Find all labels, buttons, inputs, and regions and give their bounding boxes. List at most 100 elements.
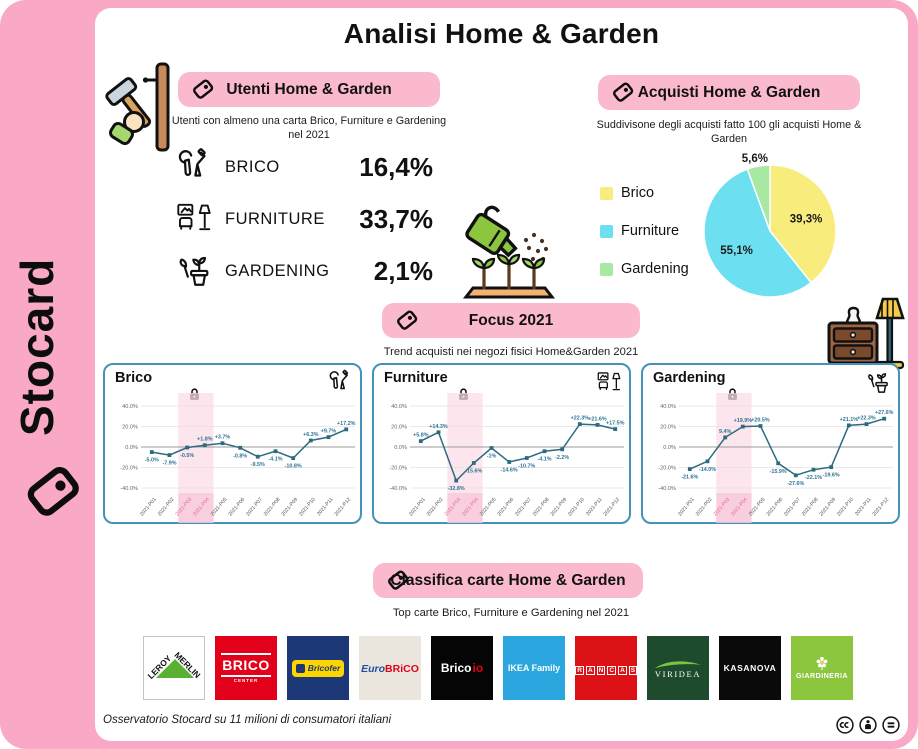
- utenti-badge-label: Utenti Home & Garden: [226, 80, 392, 98]
- brand-card-leroy-merlin: LEROY MERLIN: [143, 636, 205, 700]
- data-value-label: 9.4%: [719, 429, 731, 435]
- brand-card-grancasa: GRANCASA: [575, 636, 637, 700]
- data-value-label: -4.1%: [268, 457, 282, 463]
- data-value-label: +22.3%: [571, 416, 590, 422]
- x-tick-label: 2021-P01: [139, 497, 158, 518]
- utenti-subtitle: Utenti con almeno una carta Brico, Furni…: [171, 115, 447, 142]
- pie-slice-furniture: [703, 168, 813, 298]
- stocard-badge-icon: [394, 307, 420, 333]
- classifica-subtitle: Top carte Brico, Furniture e Gardening n…: [392, 607, 630, 619]
- y-tick-label: -20.0%: [658, 466, 676, 472]
- pie-value-label: 55,1%: [720, 245, 753, 257]
- chart-card-furniture: Furniture 40.0% 20.0% 0.0% -20.0% -40.0% +5.8%…: [372, 363, 631, 524]
- legend-item-brico: Brico: [600, 180, 700, 206]
- x-tick-label: 2021-P11: [585, 497, 604, 518]
- focus-badge: Focus 2021: [382, 303, 640, 338]
- brand-label: Bricofer: [307, 662, 341, 673]
- chart-title: Furniture: [384, 370, 448, 386]
- page-title: Analisi Home & Garden: [343, 18, 660, 49]
- legend-swatch: [600, 262, 613, 276]
- brand-card-viridea: VIRIDEA: [647, 636, 709, 700]
- highlight-band: [447, 393, 483, 493]
- data-point: [846, 423, 851, 428]
- data-point: [202, 443, 207, 448]
- x-tick-label: 2021-P12: [871, 497, 890, 518]
- leroy-triangle: [156, 659, 194, 678]
- data-value-label: -27.6%: [787, 481, 804, 487]
- data-value-label: -15.9%: [770, 469, 787, 475]
- main-panel: Analisi Home & Garden Utenti Home & Gard…: [95, 8, 908, 741]
- data-value-label: +9.7%: [321, 429, 337, 435]
- viridea-swoosh: [654, 661, 702, 669]
- chart-title: Gardening: [653, 370, 726, 386]
- data-point: [507, 460, 512, 464]
- legend-label: Gardening: [621, 261, 689, 277]
- data-value-label: +27.6%: [875, 410, 894, 416]
- data-point: [560, 447, 565, 452]
- data-value-label: +21.1%: [840, 417, 859, 423]
- trend-line: [689, 417, 885, 477]
- y-tick-label: 0.0%: [125, 445, 138, 451]
- x-tick-label: 2021-P06: [496, 497, 515, 518]
- data-value-label: -32.8%: [448, 486, 465, 492]
- brand-label: Brico io: [440, 661, 484, 675]
- brand-label: KASANOVA: [723, 662, 777, 673]
- stat-row-brico: BRICO 16,4%: [175, 141, 433, 193]
- stocard-badge-icon: [610, 79, 636, 105]
- x-tick-label: 2021-P10: [567, 497, 586, 518]
- y-tick-label: -20.0%: [120, 466, 138, 472]
- data-point: [489, 446, 494, 450]
- line-plot: 40.0% 20.0% 0.0% -20.0% -40.0% -5.0% 2021-P01 -…: [120, 393, 356, 523]
- x-tick-label: 2021-P02: [426, 497, 445, 518]
- stocard-badge-icon: [190, 76, 216, 102]
- legend-label: Brico: [621, 185, 655, 201]
- x-tick-label: 2021-P02: [157, 497, 176, 518]
- data-value-label: -0.8%: [233, 453, 247, 459]
- x-tick-label: 2021-P06: [765, 497, 784, 518]
- giardineria-flower: [816, 656, 828, 671]
- line-plot: 40.0% 20.0% 0.0% -20.0% -40.0% -21.6% 2021-P01…: [658, 393, 894, 523]
- data-point: [326, 435, 331, 439]
- line-plot: 40.0% 20.0% 0.0% -20.0% -40.0% +5.8% 2021-P01 +…: [389, 393, 625, 523]
- y-tick-label: 40.0%: [122, 404, 138, 410]
- data-point: [436, 430, 441, 435]
- legend-swatch: [600, 186, 613, 200]
- legend-swatch: [600, 224, 613, 238]
- x-tick-label: 2021-P09: [818, 497, 837, 518]
- brand-card-kasanova: KASANOVA: [719, 636, 781, 700]
- bricofer-pill: Bricofer: [291, 659, 345, 677]
- data-point: [740, 424, 745, 429]
- data-value-label: +3.7%: [215, 435, 231, 441]
- stat-value: 2,1%: [373, 255, 433, 286]
- classifica-badge: Classifica carte Home & Garden: [373, 563, 643, 598]
- y-tick-label: 20.0%: [122, 425, 138, 431]
- x-tick-label: 2021-P09: [280, 497, 299, 518]
- data-value-label: -10.7%: [518, 464, 535, 470]
- stocard-badge-icon: [385, 567, 411, 593]
- data-value-label: -7.9%: [162, 461, 176, 467]
- highlight-band: [178, 393, 214, 493]
- x-tick-label: 2021-P06: [227, 497, 246, 518]
- brand-logos-row: LEROY MERLIN BRICO CENTER Bricofer EuroBRiCO B…: [143, 636, 873, 700]
- x-tick-label: 2021-P01: [408, 497, 427, 518]
- chart-card-brico: Brico 40.0% 20.0% 0.0% -20.0% -40.0% -5.0% 2021…: [103, 363, 362, 524]
- x-tick-label: 2021-P07: [245, 497, 264, 518]
- data-value-label: -4.1%: [537, 457, 551, 463]
- trend-line: [420, 423, 616, 482]
- data-value-label: -22.1%: [805, 475, 822, 481]
- brand-card-bricofer: Bricofer: [287, 636, 349, 700]
- data-point: [344, 427, 349, 432]
- stat-row-gardening: GARDENING 2,1%: [175, 245, 433, 297]
- data-value-label: -14.0%: [699, 467, 716, 473]
- tools-icon: [327, 369, 353, 395]
- data-point: [595, 423, 600, 427]
- stat-label: BRICO: [225, 157, 280, 176]
- data-point: [811, 467, 816, 472]
- stocard-logo-icon: [20, 458, 86, 524]
- stat-value: 33,7%: [359, 203, 433, 234]
- data-point: [882, 416, 887, 421]
- data-point: [524, 456, 529, 460]
- data-point: [687, 467, 692, 471]
- data-value-label: +21.6%: [588, 416, 607, 422]
